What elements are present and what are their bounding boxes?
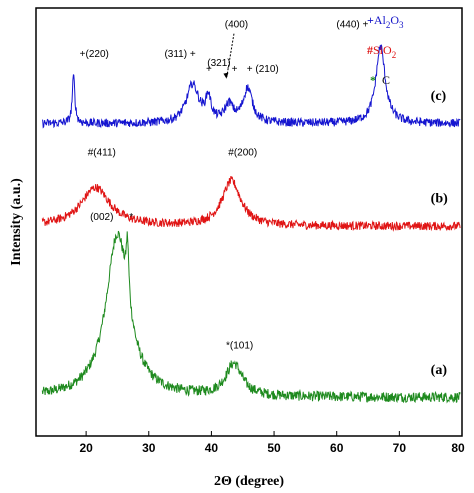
legend-text-sio: SiO [373,43,392,57]
annotation-arrowhead [223,72,229,79]
peak-annotation: (321) [207,58,230,69]
peak-annotation: #(411) [88,148,116,159]
peak-annotation: (311) + [164,49,195,60]
series-label-b: (b) [431,192,448,207]
peak-annotation: + (210) [247,64,279,75]
annotations-group: (a) (002) * *(101) (b) #(411) #(200) (c) +(220) (… [80,19,448,378]
series-group [41,44,461,404]
x-tick-label: 50 [267,441,281,455]
x-tick-label: 60 [330,441,344,455]
peak-annotation: * [129,212,133,223]
plot-frame [35,7,463,437]
series-line-a [41,230,461,404]
series-label-a: (a) [431,363,448,378]
legend-text-al: Al [374,13,387,27]
peak-annotation: + [206,64,212,75]
legend-sub-2: 2 [392,50,397,60]
x-axis-ticks: 20 30 40 50 60 70 80 [79,431,465,455]
peak-annotation: #(200) [228,148,257,159]
series-line-c [41,44,461,129]
x-tick-label: 70 [393,441,407,455]
peak-annotation: (440) + [336,19,368,30]
legend: +Al2O3 #SiO2 * C [367,13,404,87]
legend-text-c: C [382,73,390,87]
peak-annotation: +(220) [80,49,109,60]
annotation-arrow-400 [225,33,235,79]
legend-sub-3: 3 [399,20,404,30]
series-line-b [41,175,461,232]
y-axis-title: Intensity (a.u.) [9,178,24,266]
legend-symbol-hash: # [367,43,373,57]
legend-entry-c: * C [370,73,390,87]
peak-annotation: *(101) [226,340,253,351]
legend-symbol-star: * [370,73,376,87]
legend-entry-sio2: #SiO2 [367,43,396,60]
legend-symbol-plus: + [367,13,374,27]
x-tick-label: 20 [79,441,93,455]
x-axis-title: 2Θ (degree) [214,474,284,489]
series-label-c: (c) [431,89,447,104]
x-tick-label: 30 [142,441,156,455]
x-tick-label: 80 [451,441,465,455]
legend-sub-2: 2 [386,20,391,30]
legend-text-o: O [390,13,399,27]
peak-annotation: (400) [225,19,248,30]
peak-annotation: + [232,64,238,75]
peak-annotation: (002) [90,212,113,223]
x-tick-label: 40 [205,441,219,455]
legend-entry-al2o3: +Al2O3 [367,13,404,30]
